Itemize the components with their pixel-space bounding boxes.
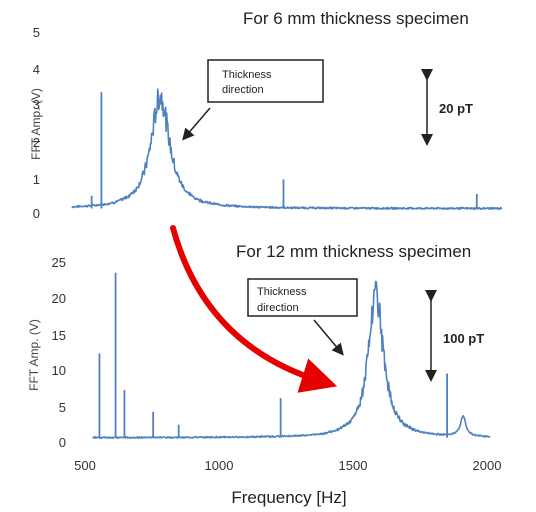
panel-1-annotation-box [207, 59, 324, 103]
panel-1-spikes [90, 92, 478, 209]
red-shift-arrow [170, 225, 338, 393]
panel-2-annotation-line1: Thickness [257, 286, 307, 298]
panel-1-series-line [71, 88, 503, 210]
panel-2-x-tick-1500: 1500 [339, 458, 368, 473]
panel-1-y-ticks: 0 1 2 3 4 5 [33, 25, 40, 221]
panel-2-y-tick-5: 25 [52, 255, 66, 270]
panel-2-x-tick-1000: 1000 [205, 458, 234, 473]
panel-2-x-tick-500: 500 [74, 458, 96, 473]
panel-1-y-tick-4: 4 [33, 62, 40, 77]
panel-2-annotation-box [247, 278, 358, 317]
panel-2-title: For 12 mm thickness specimen [236, 242, 471, 261]
panel-2-spikes [98, 272, 448, 438]
panel-2-y-tick-1: 5 [59, 400, 66, 415]
panel-1-scale-label: 20 pT [439, 101, 473, 116]
panel-1-annotation-line2: direction [222, 84, 264, 96]
panel-1-annotation-arrow [182, 107, 211, 141]
x-axis-label: Frequency [Hz] [231, 488, 346, 507]
panel-1-annotation-line1: Thickness [222, 69, 272, 81]
panel-1: For 6 mm thickness specimen FFT Amp. (V)… [29, 9, 503, 221]
panel-1-y-tick-5: 5 [33, 25, 40, 40]
panel-2-scale-label: 100 pT [443, 331, 484, 346]
panel-1-y-tick-0: 0 [33, 206, 40, 221]
panel-2-y-tick-3: 15 [52, 328, 66, 343]
panel-2-x-ticks: 500 1000 1500 2000 [74, 458, 501, 473]
panel-2-series-line [92, 280, 491, 439]
panel-2: For 12 mm thickness specimen FFT Amp. (V… [27, 242, 501, 507]
panel-2-annotation-arrow [313, 319, 344, 356]
panel-2-annotation-line2: direction [257, 302, 299, 314]
panel-2-y-tick-0: 0 [59, 435, 66, 450]
panel-1-y-tick-3: 3 [33, 97, 40, 112]
panel-1-y-tick-2: 2 [33, 135, 40, 150]
panel-1-y-tick-1: 1 [33, 172, 40, 187]
panel-2-y-axis-label: FFT Amp. (V) [27, 319, 41, 391]
panel-1-y-axis-label: FFT Amp. (V) [29, 88, 43, 160]
panel-1-title: For 6 mm thickness specimen [243, 9, 469, 28]
panel-2-x-tick-2000: 2000 [473, 458, 502, 473]
panel-2-y-ticks: 0 5 10 15 20 25 [52, 255, 66, 450]
panel-2-y-tick-2: 10 [52, 363, 66, 378]
panel-2-y-tick-4: 20 [52, 291, 66, 306]
